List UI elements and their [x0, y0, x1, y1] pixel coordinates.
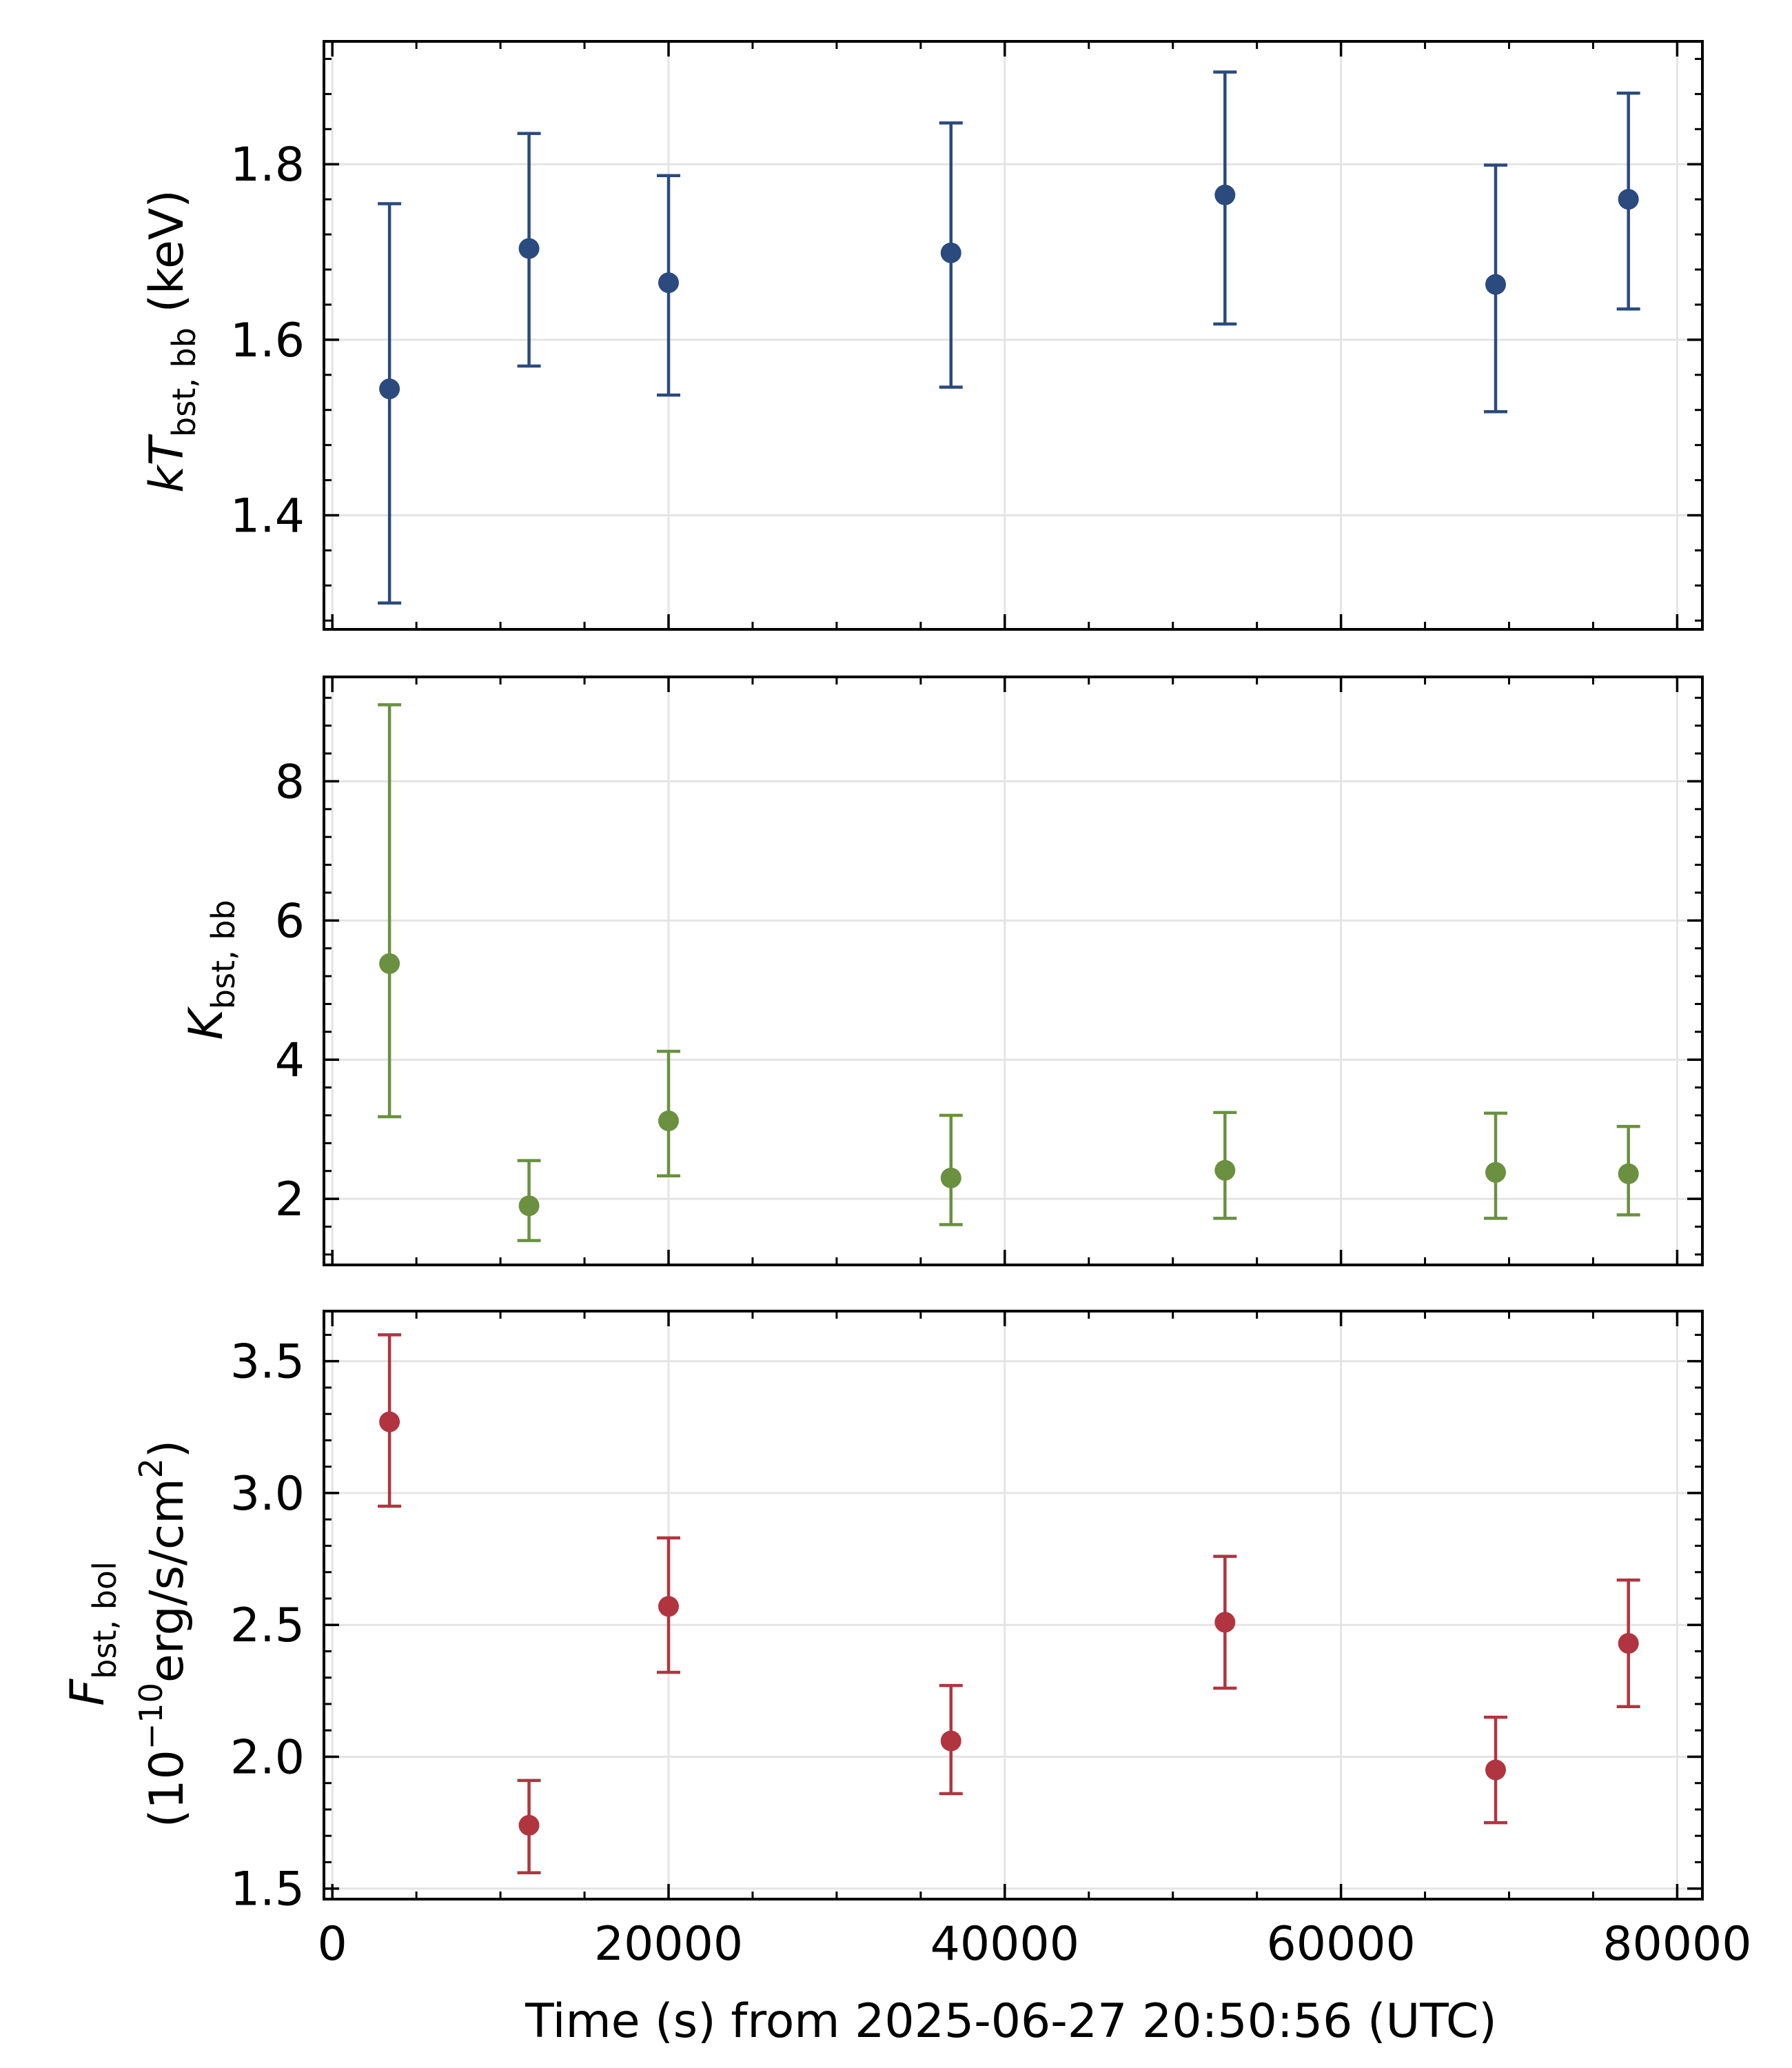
y-tick-label: 1.5 — [230, 1863, 305, 1917]
axes-frame — [323, 1310, 1704, 1900]
data-point — [1618, 189, 1639, 210]
data-point — [940, 242, 961, 263]
y-tick-label: 2.5 — [230, 1599, 305, 1653]
data-point — [940, 1167, 961, 1188]
ylabel-temperature: kTbst, bb (keV) — [140, 190, 203, 493]
x-tick-label: 80000 — [1602, 1917, 1751, 1971]
y-tick-label: 2 — [275, 1173, 305, 1227]
y-tick-label: 1.4 — [230, 489, 305, 543]
data-point — [1485, 274, 1506, 295]
data-point — [1618, 1163, 1639, 1184]
data-point — [1214, 1159, 1236, 1181]
x-tick-label: 60000 — [1266, 1917, 1415, 1971]
data-point — [379, 953, 400, 974]
y-tick-label: 1.6 — [230, 314, 305, 368]
y-tick-label: 3.0 — [230, 1467, 305, 1521]
data-point — [658, 1111, 679, 1132]
xlabel: Time (s) from 2025-06-27 20:50:56 (UTC) — [525, 1994, 1497, 2049]
data-point — [1214, 1612, 1236, 1633]
data-point — [658, 1596, 679, 1617]
data-point — [379, 1411, 400, 1432]
data-point — [940, 1730, 961, 1752]
y-tick-label: 8 — [275, 755, 305, 809]
x-tick-label: 20000 — [594, 1917, 743, 1971]
y-tick-label: 2.0 — [230, 1730, 305, 1785]
data-point — [1485, 1759, 1506, 1781]
y-tick-label: 3.5 — [230, 1335, 305, 1390]
axes-frame — [323, 676, 1704, 1266]
x-tick-label: 0 — [318, 1917, 347, 1971]
ylabel-normalization: Kbst, bb — [179, 900, 242, 1040]
data-point — [1618, 1632, 1639, 1654]
y-tick-label: 4 — [275, 1033, 305, 1088]
y-tick-label: 1.8 — [230, 138, 305, 192]
panel-flux: 1.5 2.0 2.5 3.0 3.5 0 20000 40000 60000 80000 — [230, 1310, 1752, 1971]
data-point — [1485, 1162, 1506, 1183]
ylabel-flux-line1: Fbst, bol — [61, 1561, 123, 1706]
ylabel-flux-line2: (10−10erg/s/cm2) — [132, 1440, 194, 1828]
x-tick-label: 40000 — [930, 1917, 1079, 1971]
data-point — [518, 1195, 540, 1217]
panel-temperature: 1.4 1.6 1.8 — [230, 40, 1704, 631]
data-point — [1214, 184, 1236, 205]
data-point — [518, 238, 540, 259]
panel-normalization: 2 4 6 8 — [275, 676, 1704, 1266]
data-point — [658, 272, 679, 294]
axes-frame — [323, 40, 1704, 631]
data-point — [518, 1814, 540, 1836]
y-tick-label: 6 — [275, 894, 305, 949]
data-point — [379, 378, 400, 400]
